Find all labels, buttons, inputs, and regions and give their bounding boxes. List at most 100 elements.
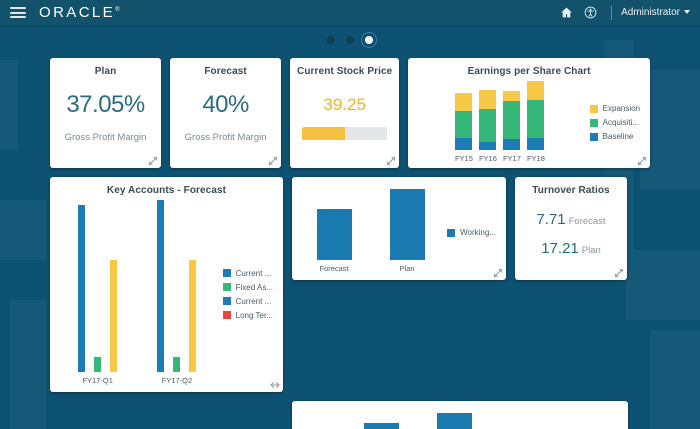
legend-swatch (589, 104, 598, 113)
page-dot-2[interactable] (346, 36, 354, 44)
eps-plot: FY15 FY16 FY17 FY18 (416, 81, 583, 164)
stock-progress-fill (302, 127, 345, 140)
bar[interactable] (316, 208, 352, 260)
resize-handle-icon[interactable] (270, 380, 280, 390)
page-indicator (0, 26, 700, 54)
legend-swatch (222, 269, 231, 277)
eps-stacked-bar[interactable]: FY15 (455, 81, 473, 163)
card-operating-capital[interactable]: Forecast Plan Operating Capital (292, 401, 628, 429)
chevron-down-icon (684, 10, 690, 15)
legend-label: Long Ter... (235, 310, 273, 320)
key-accounts-bar[interactable] (78, 205, 86, 372)
key-accounts-bar[interactable] (189, 260, 197, 372)
operating-capital-legend: Operating Capital (537, 413, 620, 429)
operating-capital-chart: Forecast Plan Operating Capital (298, 407, 622, 429)
home-icon[interactable] (554, 3, 578, 23)
bar[interactable] (389, 189, 425, 260)
eps-bar-segment (479, 141, 497, 150)
legend-swatch (222, 311, 231, 319)
eps-stacked-bar[interactable]: FY18 (527, 81, 545, 163)
header-actions: Administrator (554, 3, 690, 23)
resize-handle-icon[interactable] (637, 156, 647, 166)
user-menu[interactable]: Administrator (621, 7, 690, 18)
bar[interactable] (364, 422, 400, 429)
card-plan-title: Plan (94, 66, 117, 77)
legend-item[interactable]: Expansion (589, 104, 641, 113)
resize-handle-icon[interactable] (148, 156, 158, 166)
resize-handle-icon[interactable] (268, 156, 278, 166)
card-stock-title: Current Stock Price (297, 66, 393, 77)
app-header: ORACLE® Administrator (0, 0, 700, 26)
dashboard-row-2: Key Accounts - Forecast FY17-Q1 FY17-Q2 C… (50, 177, 650, 392)
legend-label: Expansion (602, 104, 641, 113)
card-forecast[interactable]: Forecast 40% Gross Profit Margin (170, 58, 282, 168)
resize-handle-icon[interactable] (493, 268, 503, 278)
bar-column: Forecast (364, 413, 400, 429)
eps-bar-segment (479, 90, 497, 110)
bar-column: Forecast (316, 189, 352, 273)
legend-item[interactable]: Current ... (222, 297, 273, 306)
legend-label: Fixed As... (235, 282, 273, 292)
card-current-stock-price[interactable]: Current Stock Price 39.25 (290, 58, 400, 168)
legend-label: Acquisiti... (602, 118, 640, 127)
hamburger-icon[interactable] (10, 5, 26, 21)
eps-bar-group: FY15 FY16 FY17 FY18 (455, 81, 545, 164)
brand-trademark: ® (115, 7, 120, 13)
eps-bar-segment (503, 90, 521, 102)
page-dot-1[interactable] (327, 36, 335, 44)
card-turnover-title: Turnover Ratios (532, 185, 610, 196)
key-accounts-bar[interactable] (110, 260, 118, 372)
legend-item[interactable]: Acquisiti... (589, 118, 640, 127)
working-capital-chart: Forecast Plan Working... (298, 183, 500, 276)
turnover-plan-tag: Plan (581, 245, 601, 256)
eps-chart: FY15 FY16 FY17 FY18 Expansion Acquisiti... Ba… (414, 81, 644, 164)
eps-category-label: FY18 (526, 154, 545, 163)
turnover-forecast-value: 7.71 (536, 211, 566, 228)
legend-label: Current ... (235, 268, 272, 278)
card-working-capital[interactable]: Forecast Plan Working... (292, 177, 506, 280)
accessibility-icon[interactable] (578, 3, 602, 23)
dashboard-row-1: Plan 37.05% Gross Profit Margin Forecast… (50, 58, 651, 168)
legend-swatch (447, 228, 456, 237)
card-plan-value: 37.05% (66, 91, 145, 118)
card-forecast-title: Forecast (204, 66, 247, 77)
resize-handle-icon[interactable] (386, 156, 396, 166)
bar-category-label: Plan (399, 264, 415, 273)
card-plan[interactable]: Plan 37.05% Gross Profit Margin (50, 58, 162, 168)
dashboard-grid: Plan 37.05% Gross Profit Margin Forecast… (0, 54, 700, 429)
eps-bar-segment (455, 138, 473, 150)
eps-bar-segment (503, 138, 521, 150)
legend-swatch (222, 297, 231, 305)
legend-item[interactable]: Working... (447, 228, 496, 237)
eps-bar-segment (479, 109, 497, 142)
bar[interactable] (437, 413, 473, 429)
eps-stacked-bar[interactable]: FY17 (503, 81, 521, 163)
legend-item[interactable]: Baseline (589, 132, 640, 141)
card-key-accounts[interactable]: Key Accounts - Forecast FY17-Q1 FY17-Q2 C… (50, 177, 283, 392)
resize-handle-icon[interactable] (614, 268, 624, 278)
key-accounts-plot: FY17-Q1 FY17-Q2 (58, 200, 217, 388)
key-accounts-bar[interactable] (157, 200, 165, 372)
eps-bar-segment (527, 99, 545, 138)
legend-item[interactable]: Current ... (222, 268, 273, 278)
key-accounts-bar[interactable] (173, 356, 181, 372)
key-accounts-bar-group: FY17-Q1 (78, 200, 118, 385)
legend-item[interactable]: Long Ter... (222, 310, 273, 320)
stock-progress-bar (302, 127, 388, 140)
legend-swatch (589, 118, 598, 127)
key-accounts-bar[interactable] (94, 356, 102, 372)
card-earnings-per-share[interactable]: Earnings per Share Chart FY15 FY16 FY17 FY1… (408, 58, 651, 168)
key-accounts-category-label: FY17-Q1 (82, 376, 113, 385)
card-eps-title: Earnings per Share Chart (467, 66, 591, 77)
user-menu-label: Administrator (621, 7, 680, 18)
legend-item[interactable]: Fixed As... (222, 282, 273, 292)
turnover-row-plan: 17.21 Plan (521, 240, 621, 258)
page-dot-3[interactable] (361, 32, 377, 48)
eps-bar-segment (527, 137, 545, 150)
eps-bar-segment (503, 101, 521, 139)
oracle-logo: ORACLE® (39, 4, 120, 21)
eps-bar-segment (527, 81, 545, 100)
eps-category-label: FY16 (478, 154, 497, 163)
card-turnover-ratios[interactable]: Turnover Ratios 7.71 Forecast 17.21 Plan (515, 177, 627, 280)
eps-stacked-bar[interactable]: FY16 (479, 81, 497, 163)
